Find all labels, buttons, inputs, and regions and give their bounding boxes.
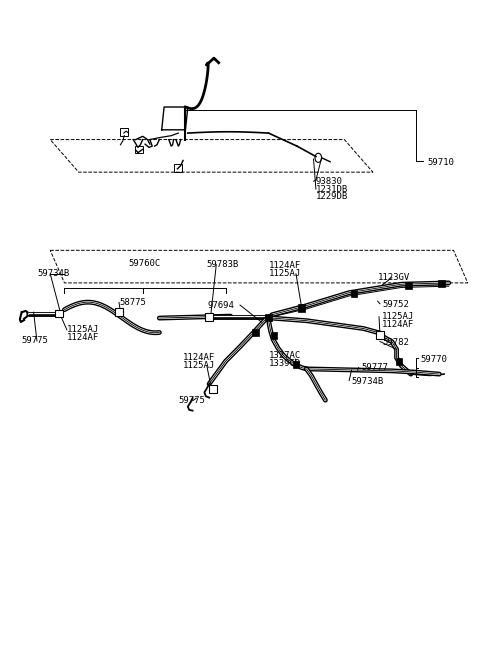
Text: 1125AJ: 1125AJ: [183, 361, 216, 370]
Bar: [252, 328, 259, 336]
Bar: [265, 313, 272, 321]
Text: 59752: 59752: [383, 300, 409, 309]
Text: 59710: 59710: [427, 158, 454, 167]
Bar: [120, 128, 128, 136]
Text: 59777: 59777: [361, 363, 388, 372]
Bar: [135, 146, 143, 152]
Bar: [438, 281, 445, 288]
Text: 1124AF: 1124AF: [67, 333, 99, 342]
Text: 59734B: 59734B: [351, 376, 384, 386]
Text: 1327AC: 1327AC: [268, 351, 300, 360]
Bar: [405, 283, 412, 290]
Text: 1125AJ: 1125AJ: [383, 312, 415, 321]
Text: 1124AF: 1124AF: [183, 353, 216, 362]
Text: 93830: 93830: [316, 177, 343, 186]
Text: 59783B: 59783B: [207, 260, 239, 269]
Bar: [376, 331, 384, 339]
Bar: [174, 164, 182, 172]
Text: 59760C: 59760C: [129, 259, 161, 268]
Bar: [293, 361, 300, 368]
Bar: [271, 332, 277, 339]
Text: 59770: 59770: [420, 355, 447, 364]
Text: 58775: 58775: [119, 298, 146, 307]
Text: 59775: 59775: [179, 396, 205, 405]
Bar: [209, 385, 217, 393]
Text: 1123GV: 1123GV: [378, 273, 410, 283]
Text: 1125AJ: 1125AJ: [67, 325, 99, 334]
Text: 1339CD: 1339CD: [268, 359, 300, 368]
Text: 1231DB: 1231DB: [316, 185, 348, 194]
Bar: [396, 358, 402, 365]
Text: 1124AF: 1124AF: [268, 261, 300, 271]
Text: 1124AF: 1124AF: [383, 320, 415, 329]
Text: 1125AJ: 1125AJ: [268, 269, 300, 279]
Text: 59782: 59782: [383, 338, 409, 347]
Text: 59734B: 59734B: [37, 269, 70, 279]
Bar: [350, 290, 357, 297]
Text: 59775: 59775: [22, 336, 48, 346]
Bar: [115, 308, 123, 316]
Bar: [205, 313, 213, 321]
Text: 1229DB: 1229DB: [316, 193, 348, 202]
Text: 97694: 97694: [208, 301, 235, 310]
Bar: [299, 304, 305, 311]
Bar: [55, 309, 62, 317]
